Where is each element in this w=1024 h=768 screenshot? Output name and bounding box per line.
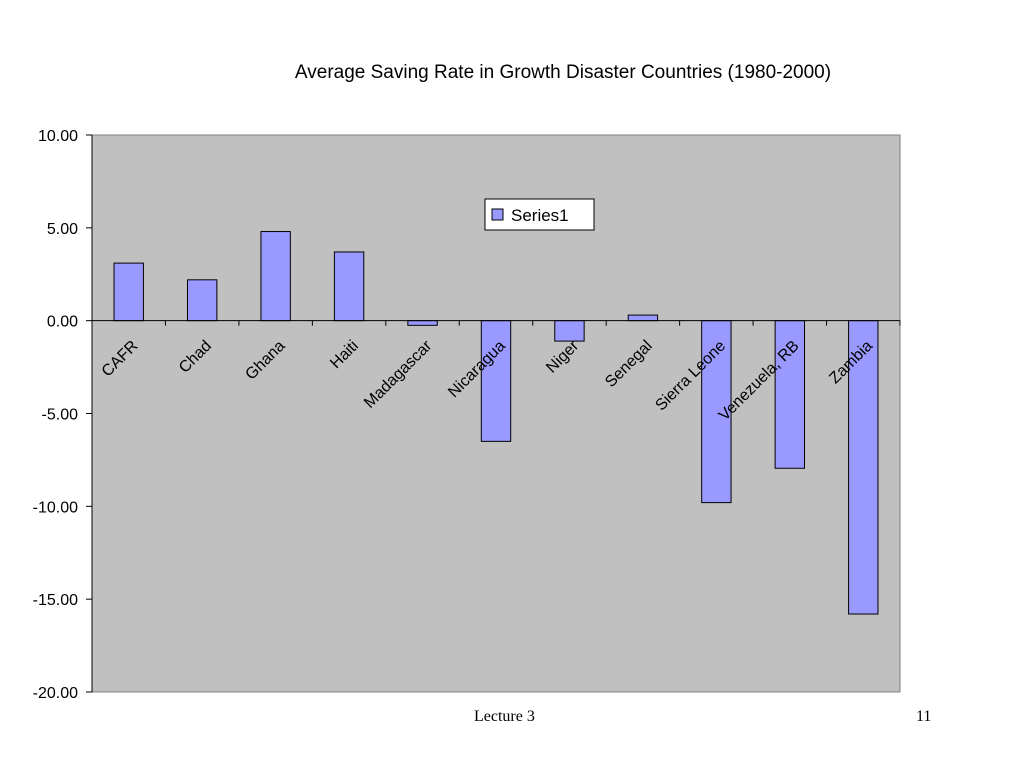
bar: [186, 279, 218, 322]
bar: [701, 320, 732, 504]
page-number: 11: [916, 708, 932, 725]
y-tick-label: 5.00: [47, 221, 78, 238]
bar: [774, 320, 806, 469]
bar: [627, 314, 659, 322]
legend-swatch: [491, 208, 504, 221]
bar: [480, 320, 512, 442]
bar: [333, 251, 365, 322]
y-tick-label: -20.00: [33, 685, 78, 702]
y-tick-label: -15.00: [33, 592, 78, 609]
y-tick-label: 10.00: [38, 128, 78, 145]
y-tick-label: 0.00: [47, 314, 78, 331]
bar: [407, 320, 438, 326]
chart-title: Average Saving Rate in Growth Disaster C…: [294, 62, 832, 83]
y-tick-label: -10.00: [33, 499, 78, 516]
bar: [113, 262, 144, 322]
bar: [260, 231, 291, 322]
footer-lecture-label: Lecture 3: [474, 708, 535, 725]
legend-label: Series1: [511, 206, 569, 225]
bar: [848, 320, 879, 615]
y-tick-label: -5.00: [42, 407, 79, 424]
